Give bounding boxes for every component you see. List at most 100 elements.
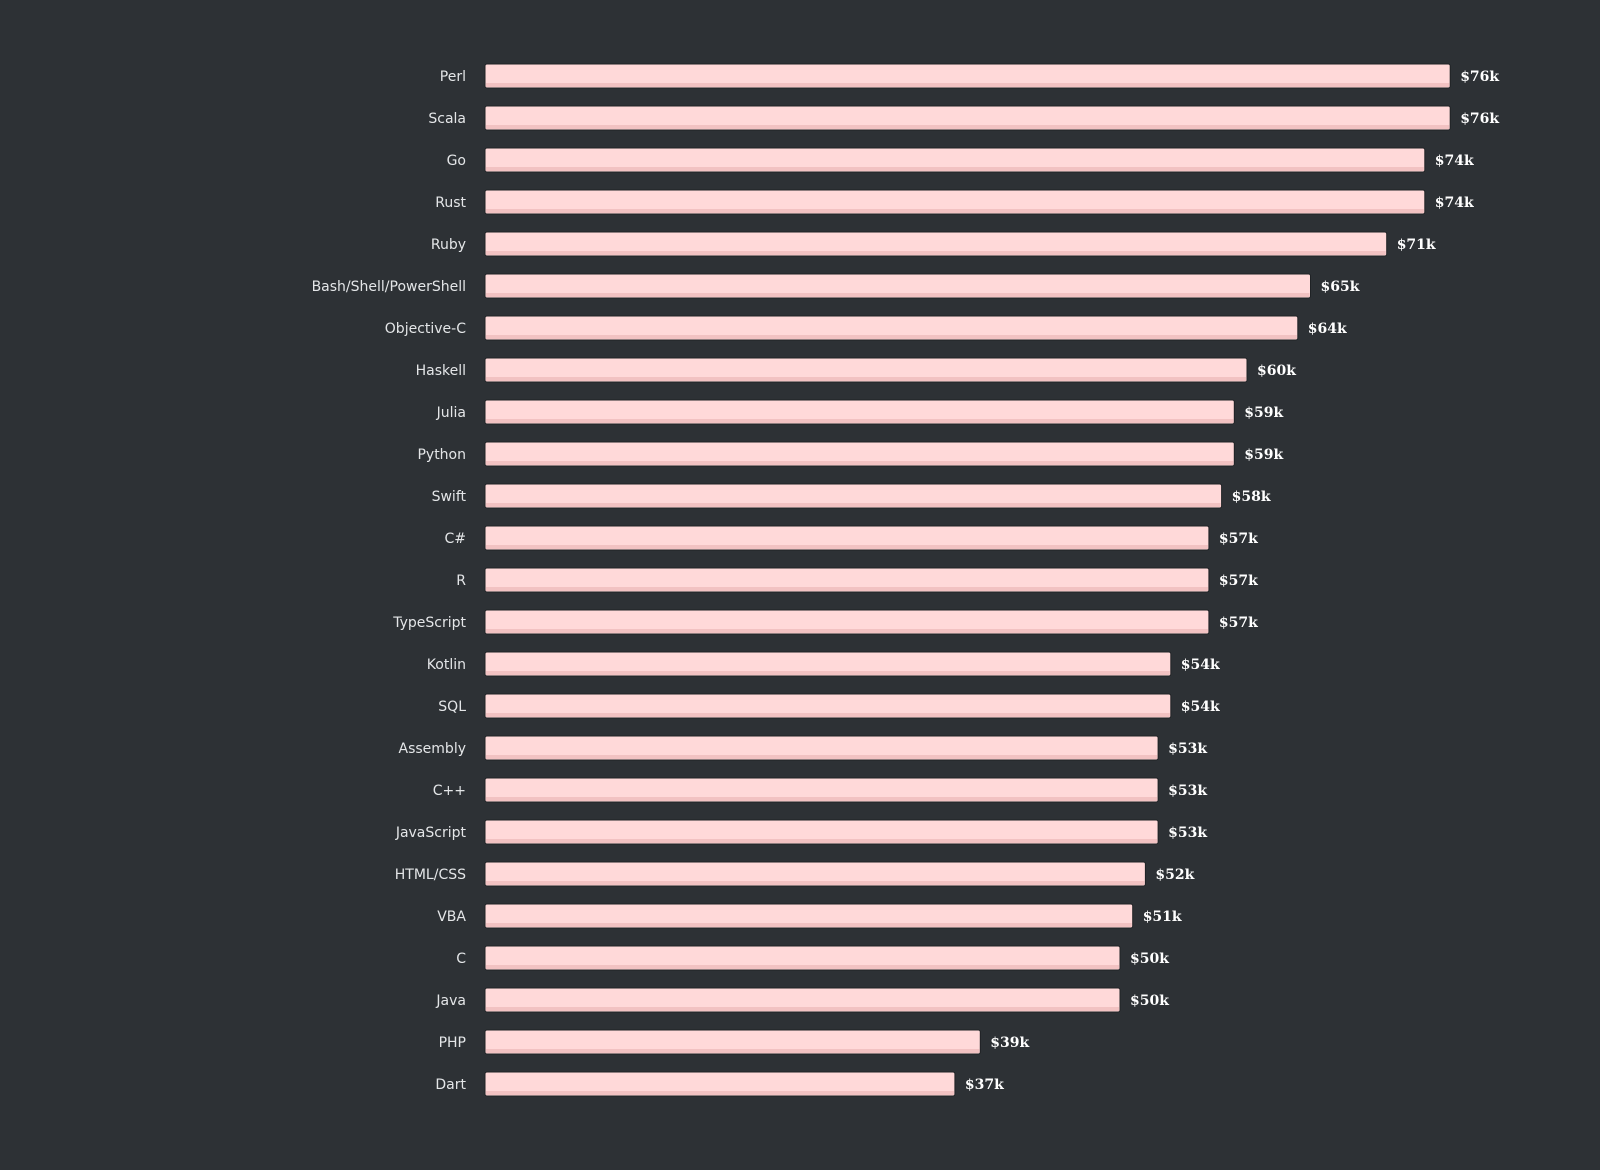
- category-label-html-css: HTML/CSS: [395, 867, 466, 883]
- bar-row-ruby: Ruby $71k: [431, 231, 1436, 257]
- category-label-r: R: [456, 573, 466, 589]
- bar-scala: [484, 105, 1451, 131]
- value-label-kotlin: $54k: [1181, 657, 1220, 673]
- bar-shade-haskell: [486, 377, 1246, 381]
- bar-perl: [484, 63, 1451, 89]
- category-label-kotlin: Kotlin: [427, 657, 466, 673]
- value-label-rust: $74k: [1435, 195, 1474, 211]
- bar-rust: [484, 189, 1426, 215]
- bar-row-swift: Swift $58k: [432, 483, 1271, 509]
- bar-row-dart: Dart $37k: [435, 1071, 1004, 1097]
- bar-shade-bash-shell-powershell: [486, 293, 1310, 297]
- bar-shade-typescript: [486, 629, 1208, 633]
- value-label-html-css: $52k: [1155, 867, 1194, 883]
- bar-shade-go: [486, 167, 1424, 171]
- bar-shade-dart: [486, 1091, 954, 1095]
- bar-row-vba: VBA $51k: [437, 903, 1182, 929]
- bar-row-scala: Scala $76k: [428, 105, 1499, 131]
- bar-row-c: C++ $53k: [433, 777, 1207, 803]
- category-label-javascript: JavaScript: [395, 825, 467, 841]
- bar-shade-assembly: [486, 755, 1158, 759]
- bar-shade-php: [486, 1049, 980, 1053]
- bar-c: [484, 945, 1121, 971]
- value-label-perl: $76k: [1460, 69, 1499, 85]
- bar-row-go: Go $74k: [447, 147, 1474, 173]
- bar-row-html-css: HTML/CSS $52k: [395, 861, 1195, 887]
- bar-shade-rust: [486, 209, 1424, 213]
- value-label-assembly: $53k: [1168, 741, 1207, 757]
- bar-shade-vba: [486, 923, 1132, 927]
- category-label-objective-c: Objective-C: [385, 321, 466, 337]
- category-label-c: C++: [433, 783, 466, 799]
- category-label-assembly: Assembly: [399, 741, 466, 757]
- bar-julia: [484, 399, 1235, 425]
- bar-row-javascript: JavaScript $53k: [395, 819, 1207, 845]
- bar-shade-scala: [486, 125, 1450, 129]
- category-label-vba: VBA: [437, 909, 466, 925]
- bar-shade-c: [486, 797, 1158, 801]
- bar-shade-java: [486, 1007, 1119, 1011]
- bar-row-typescript: TypeScript $57k: [392, 609, 1258, 635]
- bar-shade-javascript: [486, 839, 1158, 843]
- value-label-c: $50k: [1130, 951, 1169, 967]
- bar-shade-julia: [486, 419, 1234, 423]
- category-label-scala: Scala: [428, 111, 466, 127]
- bar-row-bash-shell-powershell: Bash/Shell/PowerShell $65k: [312, 273, 1360, 299]
- category-label-haskell: Haskell: [416, 363, 466, 379]
- value-label-julia: $59k: [1244, 405, 1283, 421]
- category-label-ruby: Ruby: [431, 237, 466, 253]
- bar-c: [484, 777, 1159, 803]
- bar-objective-c: [484, 315, 1299, 341]
- category-label-dart: Dart: [435, 1077, 466, 1093]
- bar-swift: [484, 483, 1223, 509]
- bar-html-css: [484, 861, 1146, 887]
- category-label-c: C: [456, 951, 466, 967]
- bar-row-c: C $50k: [456, 945, 1169, 971]
- bar-shade-ruby: [486, 251, 1386, 255]
- bar-haskell: [484, 357, 1248, 383]
- bar-row-java: Java $50k: [435, 987, 1169, 1013]
- bar-assembly: [484, 735, 1159, 761]
- category-label-julia: Julia: [436, 405, 466, 421]
- value-label-vba: $51k: [1143, 909, 1182, 925]
- category-label-python: Python: [417, 447, 466, 463]
- bar-dart: [484, 1071, 956, 1097]
- value-label-go: $74k: [1435, 153, 1474, 169]
- value-label-bash-shell-powershell: $65k: [1321, 279, 1360, 295]
- value-label-haskell: $60k: [1257, 363, 1296, 379]
- value-label-dart: $37k: [965, 1077, 1004, 1093]
- category-label-java: Java: [435, 993, 466, 1009]
- value-label-c: $57k: [1219, 531, 1258, 547]
- bar-shade-sql: [486, 713, 1170, 717]
- bar-row-haskell: Haskell $60k: [416, 357, 1296, 383]
- value-label-python: $59k: [1244, 447, 1283, 463]
- bar-kotlin: [484, 651, 1172, 677]
- bar-row-sql: SQL $54k: [438, 693, 1220, 719]
- bar-shade-r: [486, 587, 1208, 591]
- bar-java: [484, 987, 1121, 1013]
- bar-row-assembly: Assembly $53k: [399, 735, 1207, 761]
- bar-shade-kotlin: [486, 671, 1170, 675]
- value-label-objective-c: $64k: [1308, 321, 1347, 337]
- bar-shade-swift: [486, 503, 1221, 507]
- category-label-c: C#: [444, 531, 466, 547]
- value-label-java: $50k: [1130, 993, 1169, 1009]
- value-label-ruby: $71k: [1397, 237, 1436, 253]
- bar-r: [484, 567, 1210, 593]
- value-label-typescript: $57k: [1219, 615, 1258, 631]
- value-label-sql: $54k: [1181, 699, 1220, 715]
- value-label-swift: $58k: [1232, 489, 1271, 505]
- bar-javascript: [484, 819, 1159, 845]
- bar-row-kotlin: Kotlin $54k: [427, 651, 1220, 677]
- bar-python: [484, 441, 1235, 467]
- bar-row-perl: Perl $76k: [440, 63, 1499, 89]
- bar-row-python: Python $59k: [417, 441, 1284, 467]
- bar-ruby: [484, 231, 1388, 257]
- category-label-perl: Perl: [440, 69, 466, 85]
- bar-row-rust: Rust $74k: [435, 189, 1474, 215]
- bar-shade-c: [486, 965, 1119, 969]
- category-label-sql: SQL: [438, 699, 466, 715]
- category-label-go: Go: [447, 153, 466, 169]
- value-label-scala: $76k: [1460, 111, 1499, 127]
